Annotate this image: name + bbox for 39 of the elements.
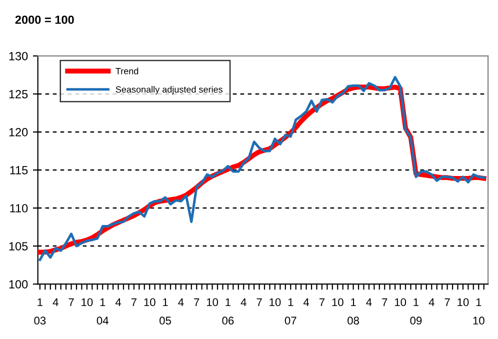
x-tick-label: 4 <box>303 298 310 306</box>
y-tick-label: 110 <box>10 204 28 212</box>
x-tick-label: 10 <box>332 298 344 306</box>
x-tick-label: 7 <box>382 298 388 306</box>
x-tick-label: 1 04 <box>96 298 108 325</box>
x-tick-label: 1 03 <box>34 298 46 325</box>
x-tick-label: 1 06 <box>222 298 234 325</box>
x-tick-label: 10 <box>144 298 156 306</box>
x-tick-label: 10 <box>206 298 218 306</box>
x-tick-label: 4 <box>366 298 372 306</box>
x-tick-label: 7 <box>256 298 262 306</box>
x-tick-label: 10 <box>458 298 469 306</box>
x-tick-label: 1 08 <box>348 298 359 325</box>
x-tick-label: 4 <box>52 298 58 306</box>
legend-label: Seasonally adjusted series <box>116 86 223 94</box>
x-tick-label: 10 <box>82 298 93 306</box>
x-tick-label: 1 10 <box>473 298 484 325</box>
x-tick-label: 4 <box>428 298 434 306</box>
y-tick-label: 100 <box>9 280 28 288</box>
x-tick-label: 1 07 <box>284 298 296 325</box>
x-tick-label: 7 <box>444 298 450 306</box>
y-tick-label: 130 <box>9 52 28 60</box>
chart-title: 2000 = 100 <box>15 16 74 24</box>
x-tick-label: 7 <box>131 298 136 306</box>
x-tick-label: 4 <box>115 298 122 306</box>
x-tick-label: 1 09 <box>410 298 422 325</box>
y-tick-label: 105 <box>9 242 28 250</box>
x-tick-label: 7 <box>68 298 74 306</box>
x-tick-label: 10 <box>394 298 406 306</box>
x-tick-label: 1 05 <box>160 298 171 325</box>
x-tick-label: 4 <box>240 298 246 306</box>
y-tick-label: 115 <box>10 166 28 174</box>
x-tick-label: 4 <box>178 298 184 306</box>
legend-label: Trend <box>116 68 138 74</box>
x-tick-label: 10 <box>270 298 281 306</box>
x-tick-label: 7 <box>194 298 200 306</box>
x-tick-label: 7 <box>319 298 324 306</box>
y-tick-label: 125 <box>9 90 28 98</box>
y-tick-label: 120 <box>9 128 28 136</box>
